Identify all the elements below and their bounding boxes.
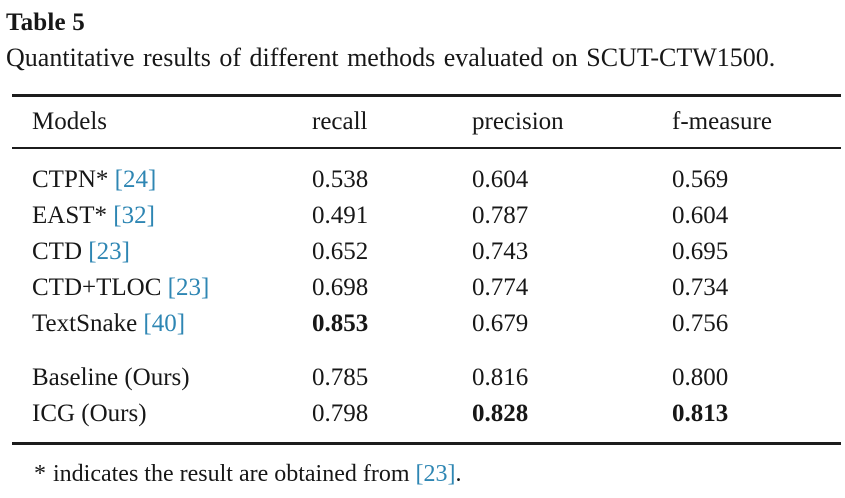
table-row: CTD+TLOC [23] 0.698 0.774 0.734: [12, 270, 841, 306]
citation-link[interactable]: [23]: [415, 461, 456, 487]
f-measure-cell: 0.813: [672, 400, 729, 427]
recall-cell: 0.698: [312, 274, 369, 301]
precision-cell: 0.774: [472, 274, 529, 301]
f-measure-cell: 0.734: [672, 274, 729, 301]
model-cell: ICG (Ours): [12, 396, 312, 444]
model-name: EAST*: [32, 202, 107, 229]
recall-cell: 0.798: [312, 400, 369, 427]
model-name: Baseline (Ours): [32, 364, 190, 391]
footnote-period: .: [455, 461, 462, 487]
table-footnote: * indicates the result are obtained from …: [34, 459, 841, 489]
table-label: Table 5: [6, 9, 85, 36]
precision-cell: 0.816: [472, 364, 529, 391]
f-measure-cell: 0.695: [672, 238, 729, 265]
recall-cell: 0.538: [312, 166, 369, 193]
f-measure-cell: 0.569: [672, 166, 729, 193]
table-row: ICG (Ours) 0.798 0.828 0.813: [12, 396, 841, 444]
model-name: CTD: [32, 238, 82, 265]
recall-cell: 0.785: [312, 364, 369, 391]
results-table: Models recall precision f-measure CTPN* …: [12, 94, 841, 445]
table-row: EAST* [32] 0.491 0.787 0.604: [12, 198, 841, 234]
recall-cell: 0.853: [312, 310, 369, 337]
citation-link[interactable]: [32]: [113, 202, 155, 229]
model-name: CTD+TLOC: [32, 274, 162, 301]
column-header-f-measure: f-measure: [672, 95, 841, 149]
model-name: ICG (Ours): [32, 400, 147, 427]
model-name: CTPN*: [32, 166, 109, 193]
model-cell: CTPN* [24]: [12, 148, 312, 198]
precision-cell: 0.787: [472, 202, 529, 229]
column-header-models: Models: [12, 95, 312, 149]
f-measure-cell: 0.604: [672, 202, 729, 229]
f-measure-cell: 0.756: [672, 310, 729, 337]
column-header-precision: precision: [472, 95, 672, 149]
table-row: CTPN* [24] 0.538 0.604 0.569: [12, 148, 841, 198]
citation-link[interactable]: [23]: [88, 238, 130, 265]
citation-link[interactable]: [24]: [114, 166, 157, 193]
table-caption: Quantitative results of different method…: [6, 43, 776, 72]
model-cell: TextSnake [40]: [12, 306, 312, 342]
table-row: Baseline (Ours) 0.785 0.816 0.800: [12, 342, 841, 396]
precision-cell: 0.604: [472, 166, 529, 193]
citation-link[interactable]: [23]: [167, 274, 210, 301]
model-name: TextSnake: [32, 310, 138, 337]
footnote-asterisk: *: [34, 461, 46, 487]
table-row: CTD [23] 0.652 0.743 0.695: [12, 234, 841, 270]
header-row: Models recall precision f-measure: [12, 95, 841, 149]
table-row: TextSnake [40] 0.853 0.679 0.756: [12, 306, 841, 342]
column-header-recall: recall: [312, 95, 472, 149]
model-cell: CTD+TLOC [23]: [12, 270, 312, 306]
precision-cell: 0.828: [472, 400, 529, 427]
citation-link[interactable]: [40]: [143, 310, 186, 337]
recall-cell: 0.491: [312, 202, 369, 229]
model-cell: CTD [23]: [12, 234, 312, 270]
f-measure-cell: 0.800: [672, 364, 729, 391]
precision-cell: 0.679: [472, 310, 529, 337]
precision-cell: 0.743: [472, 238, 529, 265]
model-cell: EAST* [32]: [12, 198, 312, 234]
recall-cell: 0.652: [312, 238, 369, 265]
footnote-text: indicates the result are obtained from: [53, 461, 410, 487]
model-cell: Baseline (Ours): [12, 342, 312, 396]
